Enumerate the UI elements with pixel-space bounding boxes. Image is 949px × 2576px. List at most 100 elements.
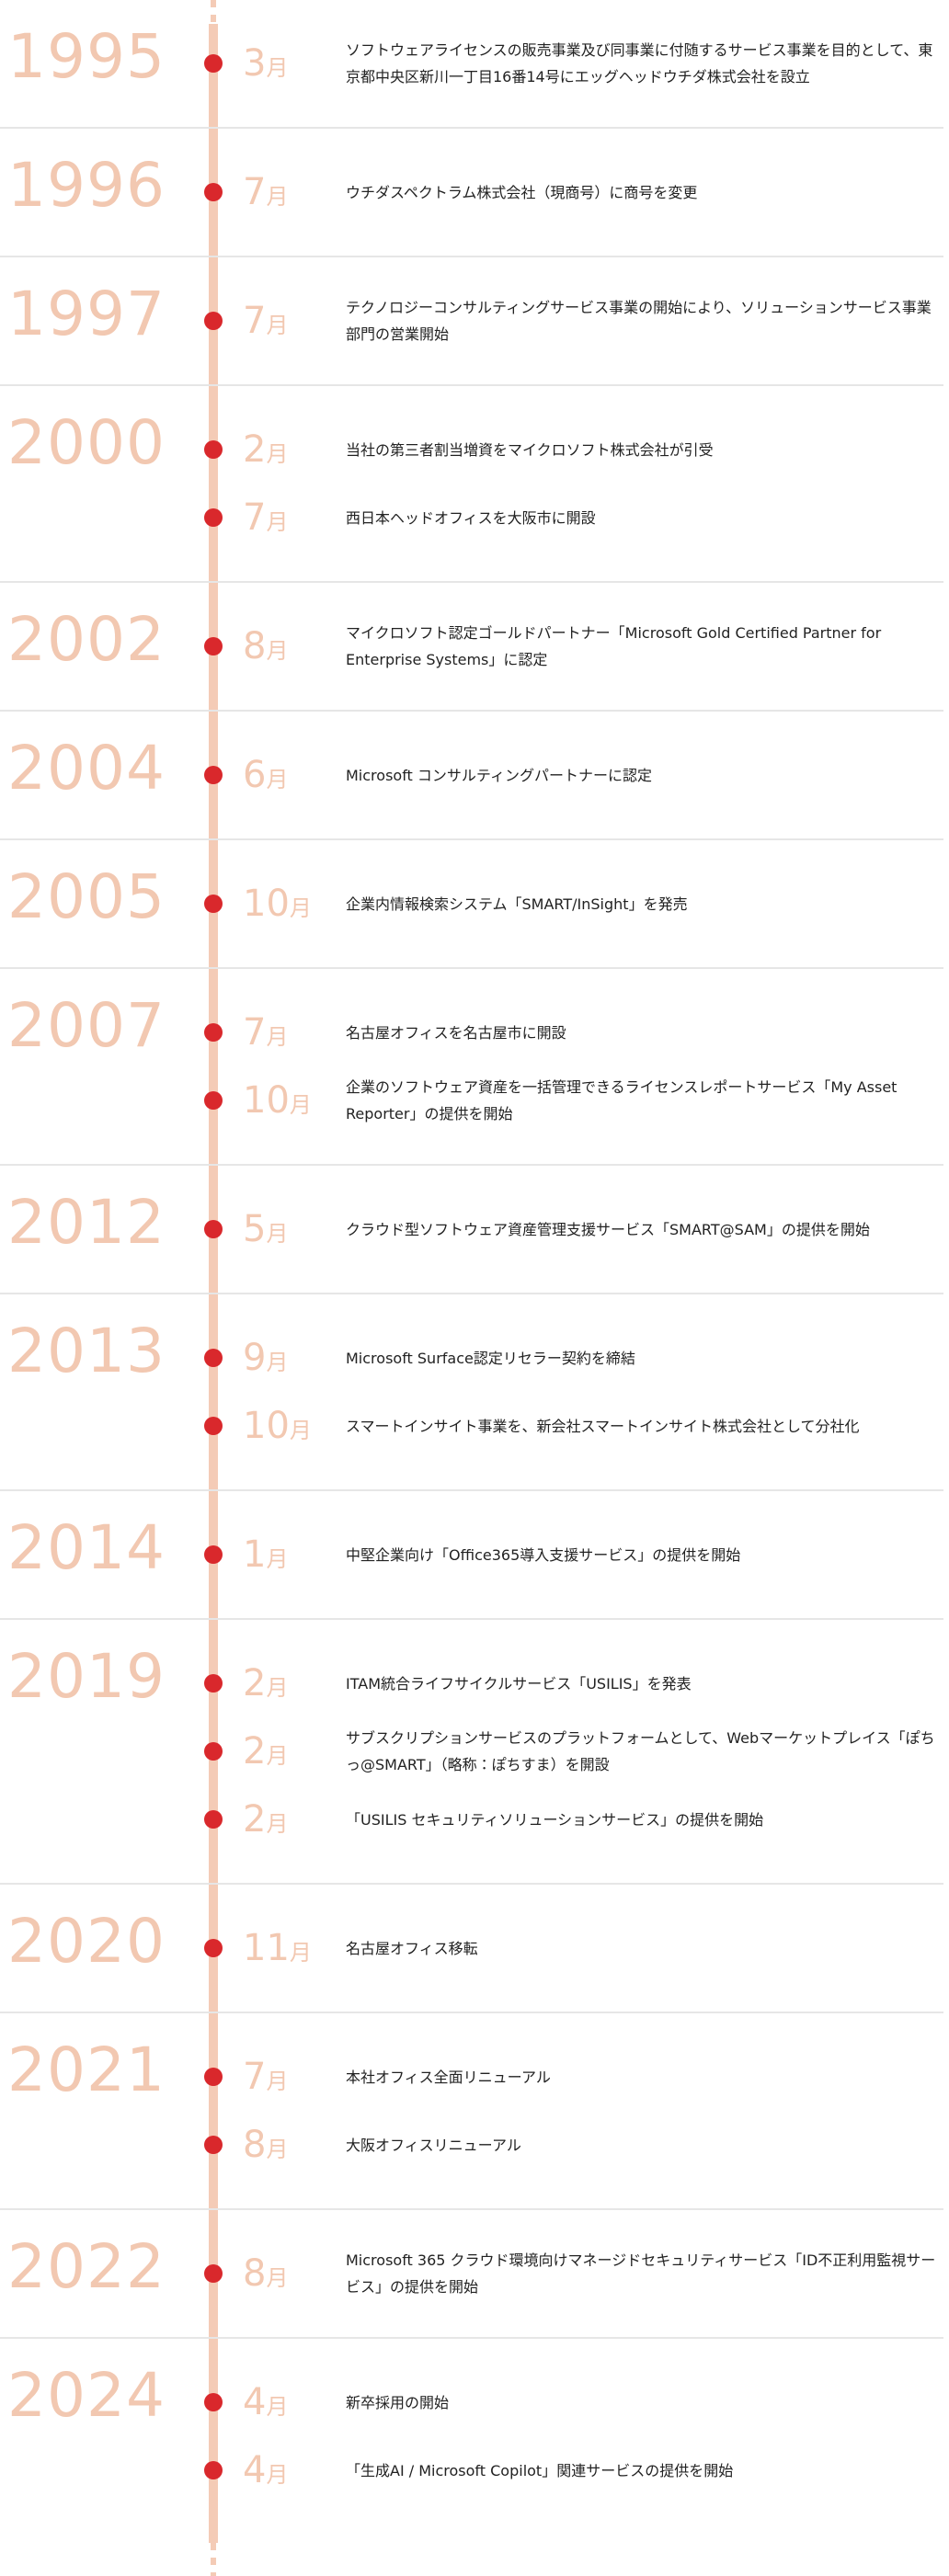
month-number: 8 (243, 625, 267, 667)
timeline-dash-top (211, 0, 216, 24)
month-suffix: 月 (266, 1675, 289, 1701)
event-dot (204, 1939, 223, 1957)
year-section: 1996 7月 ウチダスペクトラム株式会社（現商号）に商号を変更 (0, 129, 943, 257)
year: 2012 (7, 1187, 166, 1258)
event-text: ソフトウェアライセンスの販売事業及び同事業に付随するサービス事業を目的として、東… (346, 41, 933, 85)
event-dot (204, 2393, 223, 2411)
month-suffix: 月 (266, 55, 289, 81)
event-text: 企業のソフトウェア資産を一括管理できるライセンスレポートサービス「My Asse… (346, 1078, 898, 1123)
event-month: 10月 (243, 1079, 312, 1122)
event: 5月 クラウド型ソフトウェア資産管理支援サービス「SMART@SAM」の提供を開始 (0, 1199, 943, 1260)
month-number: 2 (243, 1798, 267, 1841)
year: 2000 (7, 407, 166, 478)
month-number: 7 (243, 1011, 267, 1054)
month-suffix: 月 (289, 895, 312, 921)
month-suffix: 月 (289, 1940, 312, 1966)
month-number: 5 (243, 1208, 267, 1250)
event-month: 8月 (243, 2124, 288, 2166)
event: 2月 サブスクリプションサービスのプラットフォームとして、Webマーケットプレイス… (0, 1721, 943, 1782)
event-text: サブスクリプションサービスのプラットフォームとして、Webマーケットプレイス「ぽ… (346, 1729, 935, 1773)
event-dot (204, 1349, 223, 1367)
month-suffix: 月 (266, 767, 289, 792)
year: 2004 (7, 733, 166, 804)
event-month: 7月 (243, 1011, 288, 1054)
event: 4月 「生成AI / Microsoft Copilot」関連サービスの提供を開始 (0, 2440, 943, 2501)
event-dot (204, 766, 223, 784)
event: 2月 「USILIS セキュリティソリューションサービス」の提供を開始 (0, 1789, 943, 1850)
year-section: 2000 2月 当社の第三者割当増資をマイクロソフト株式会社が引受 7月 西日本ヘッドオ… (0, 386, 943, 583)
month-number: 1 (243, 1533, 267, 1576)
event-dot (204, 1545, 223, 1564)
event-text: 中堅企業向け「Office365導入支援サービス」の提供を開始 (346, 1545, 741, 1564)
event-text: Microsoft Surface認定リセラー契約を締結 (346, 1349, 635, 1367)
event-dot (204, 183, 223, 201)
month-number: 2 (243, 1662, 267, 1704)
month-number: 10 (243, 883, 290, 925)
event: 9月 Microsoft Surface認定リセラー契約を締結 (0, 1328, 943, 1388)
event-month: 4月 (243, 2381, 288, 2423)
year-section: 2021 7月 本社オフィス全面リニューアル 8月 大阪オフィスリニューアル (0, 2013, 943, 2210)
month-suffix: 月 (266, 441, 289, 467)
month-number: 7 (243, 171, 267, 213)
event-text: 「生成AI / Microsoft Copilot」関連サービスの提供を開始 (346, 2461, 734, 2479)
event-month: 5月 (243, 1208, 288, 1250)
month-number: 4 (243, 2449, 267, 2491)
year: 2002 (7, 604, 166, 675)
month-number: 8 (243, 2252, 267, 2295)
event-text: テクノロジーコンサルティングサービス事業の開始により、ソリューションサービス事業… (346, 299, 932, 343)
event-month: 3月 (243, 42, 288, 85)
month-number: 7 (243, 300, 267, 342)
month-number: 2 (243, 428, 267, 471)
year-section: 2020 11月 名古屋オフィス移転 (0, 1885, 943, 2013)
year-section: 2024 4月 新卒採用の開始 4月 「生成AI / Microsoft Copilot… (0, 2339, 943, 2534)
event: 2月 当社の第三者割当増資をマイクロソフト株式会社が引受 (0, 419, 943, 480)
event-text: 企業内情報検索システム「SMART/InSight」を発売 (346, 895, 688, 913)
event: 7月 ウチダスペクトラム株式会社（現商号）に商号を変更 (0, 162, 943, 222)
event-dot (204, 1674, 223, 1693)
month-number: 10 (243, 1079, 290, 1122)
month-number: 6 (243, 754, 267, 796)
year-section: 2012 5月 クラウド型ソフトウェア資産管理支援サービス「SMART@SAM」の提… (0, 1166, 943, 1294)
year: 1997 (7, 279, 166, 349)
event: 8月 大阪オフィスリニューアル (0, 2114, 943, 2175)
event-month: 7月 (243, 171, 288, 213)
event-month: 9月 (243, 1337, 288, 1379)
event-month: 7月 (243, 300, 288, 342)
event-text: 大阪オフィスリニューアル (346, 2136, 521, 2154)
event: 10月 企業内情報検索システム「SMART/InSight」を発売 (0, 873, 943, 934)
year: 2013 (7, 1316, 166, 1386)
event-month: 7月 (243, 496, 288, 539)
month-suffix: 月 (266, 509, 289, 535)
year: 2014 (7, 1512, 166, 1583)
event-dot (204, 1742, 223, 1761)
year: 2024 (7, 2360, 166, 2431)
month-suffix: 月 (266, 2394, 289, 2420)
year-section: 2004 6月 Microsoft コンサルティングパートナーに認定 (0, 712, 943, 840)
year: 2019 (7, 1641, 166, 1712)
event-text: 本社オフィス全面リニューアル (346, 2068, 551, 2086)
event-text: スマートインサイト事業を、新会社スマートインサイト株式会社として分社化 (346, 1417, 860, 1435)
year-section: 2005 10月 企業内情報検索システム「SMART/InSight」を発売 (0, 840, 943, 969)
year: 2021 (7, 2035, 166, 2105)
event-dot (204, 440, 223, 459)
event-month: 8月 (243, 2252, 288, 2295)
event-text: クラウド型ソフトウェア資産管理支援サービス「SMART@SAM」の提供を開始 (346, 1220, 870, 1238)
timeline-dash-bottom (211, 2543, 216, 2576)
year-section: 2019 2月 ITAM統合ライフサイクルサービス「USILIS」を発表 2月 サブスク… (0, 1620, 943, 1885)
event-month: 2月 (243, 1798, 288, 1841)
month-suffix: 月 (266, 2069, 289, 2094)
event-dot (204, 2136, 223, 2154)
year: 1996 (7, 150, 166, 221)
month-number: 3 (243, 42, 267, 85)
month-suffix: 月 (266, 1546, 289, 1572)
event: 4月 新卒採用の開始 (0, 2372, 943, 2433)
event: 2月 ITAM統合ライフサイクルサービス「USILIS」を発表 (0, 1653, 943, 1714)
month-number: 7 (243, 496, 267, 539)
event-month: 4月 (243, 2449, 288, 2491)
event-dot (204, 312, 223, 330)
month-suffix: 月 (266, 313, 289, 338)
event-dot (204, 895, 223, 913)
month-suffix: 月 (266, 638, 289, 664)
year-section: 1995 3月 ソフトウェアライセンスの販売事業及び同事業に付随するサービス事業を目… (0, 0, 943, 129)
